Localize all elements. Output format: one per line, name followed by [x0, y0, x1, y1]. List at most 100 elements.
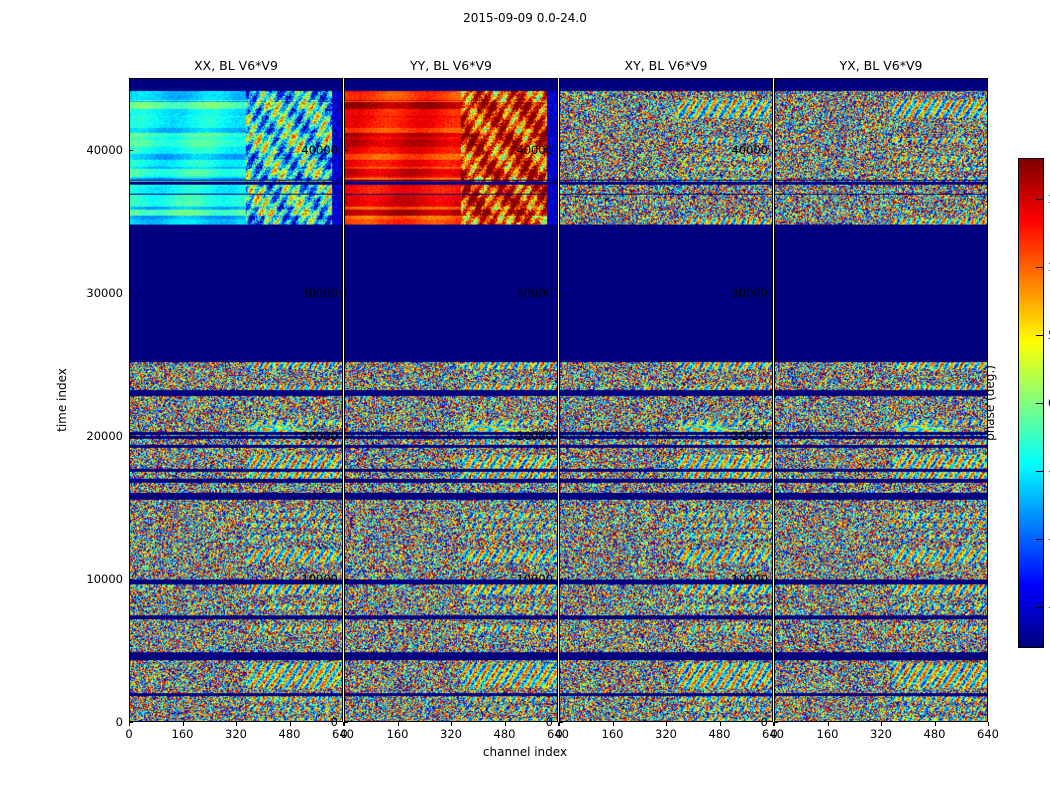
x-tick-label: 480	[923, 727, 946, 741]
x-tick-label: 320	[225, 727, 247, 741]
y-tick-mark	[129, 722, 133, 723]
heatmap-canvas-xy	[560, 79, 772, 721]
x-tick-label: 640	[977, 727, 999, 741]
y-tick-mark	[559, 149, 563, 151]
panel-xy[interactable]	[559, 78, 773, 722]
y-tick-label: 0	[115, 715, 123, 729]
y-tick-label: 10000	[516, 571, 553, 586]
x-tick-label: 640	[547, 727, 569, 741]
y-tick-label: 40000	[301, 142, 338, 157]
colorbar-tick-label: 50	[1048, 328, 1050, 342]
x-tick-label: 160	[386, 727, 409, 741]
y-tick-mark	[774, 722, 778, 723]
x-tick-mark	[612, 722, 614, 726]
colorbar-tick-mark	[1036, 539, 1044, 541]
panel-xx[interactable]	[129, 78, 343, 722]
x-tick-label: 640	[332, 727, 354, 741]
x-tick-mark	[504, 722, 506, 726]
y-tick-label: 40000	[86, 142, 123, 157]
x-tick-mark	[934, 722, 936, 726]
x-tick-label: 320	[870, 727, 892, 741]
x-tick-label: 0	[555, 727, 563, 741]
colorbar-tick-mark	[1036, 266, 1044, 268]
x-tick-mark	[397, 722, 399, 726]
y-tick-mark	[559, 722, 563, 723]
x-tick-label: 0	[340, 727, 348, 741]
x-tick-mark	[988, 722, 989, 726]
y-tick-label: 40000	[516, 142, 553, 157]
colorbar-label: phase (deg.)	[983, 365, 997, 441]
colorbar-tick-label: −100	[1048, 532, 1050, 546]
x-tick-mark	[129, 722, 130, 726]
colorbar-tick-mark	[1036, 198, 1044, 200]
x-tick-mark	[719, 722, 721, 726]
y-tick-label: 30000	[516, 285, 553, 300]
x-tick-label: 160	[601, 727, 624, 741]
y-tick-label: 20000	[731, 428, 768, 443]
y-tick-mark	[774, 292, 778, 294]
y-tick-mark	[129, 149, 133, 151]
y-tick-label: 10000	[86, 571, 123, 586]
y-tick-label: 0	[545, 715, 553, 729]
y-tick-mark	[129, 578, 133, 580]
y-tick-mark	[344, 292, 348, 294]
x-tick-mark	[558, 722, 559, 726]
colorbar-tick-mark	[1036, 607, 1044, 609]
x-tick-label: 640	[762, 727, 784, 741]
x-tick-mark	[182, 722, 184, 726]
y-tick-mark	[774, 435, 778, 437]
x-axis-label: channel index	[482, 745, 568, 759]
y-tick-label: 30000	[86, 285, 123, 300]
y-tick-mark	[129, 435, 133, 437]
y-tick-label: 0	[760, 715, 768, 729]
x-tick-mark	[774, 722, 775, 726]
y-tick-label: 20000	[301, 428, 338, 443]
y-tick-label: 10000	[731, 571, 768, 586]
y-tick-mark	[559, 292, 563, 294]
heatmap-canvas-yy	[345, 79, 557, 721]
panel-yy[interactable]	[344, 78, 558, 722]
colorbar-tick-label: 0	[1048, 396, 1050, 410]
y-tick-mark	[344, 722, 348, 723]
panel-yx[interactable]	[774, 78, 988, 722]
x-tick-label: 0	[770, 727, 778, 741]
y-tick-mark	[344, 149, 348, 151]
x-tick-label: 160	[816, 727, 839, 741]
x-tick-mark	[666, 722, 667, 726]
y-tick-mark	[344, 578, 348, 580]
panel-title-xy: XY, BL V6*V9	[624, 58, 708, 73]
x-tick-mark	[344, 722, 345, 726]
x-tick-mark	[827, 722, 829, 726]
heatmap-canvas-yx	[775, 79, 987, 721]
x-tick-mark	[881, 722, 882, 726]
x-tick-mark	[451, 722, 452, 726]
figure-suptitle: 2015-09-09 0.0-24.0	[463, 11, 587, 25]
y-tick-mark	[129, 292, 133, 294]
y-tick-mark	[344, 435, 348, 437]
y-tick-label: 20000	[86, 428, 123, 443]
y-tick-mark	[559, 435, 563, 437]
colorbar-tick-mark	[1036, 334, 1044, 336]
y-tick-label: 10000	[301, 571, 338, 586]
heatmap-canvas-xx	[130, 79, 342, 721]
y-tick-label: 0	[330, 715, 338, 729]
x-tick-label: 480	[278, 727, 301, 741]
y-tick-label: 30000	[301, 285, 338, 300]
panel-title-yy: YY, BL V6*V9	[410, 58, 492, 73]
y-tick-mark	[774, 578, 778, 580]
colorbar-tick-label: 100	[1048, 260, 1050, 274]
x-tick-label: 320	[655, 727, 677, 741]
x-tick-label: 320	[440, 727, 462, 741]
x-tick-mark	[559, 722, 560, 726]
colorbar-tick-mark	[1036, 471, 1044, 473]
colorbar-tick-label: −50	[1048, 464, 1050, 478]
x-tick-label: 160	[171, 727, 194, 741]
x-tick-label: 480	[493, 727, 516, 741]
x-tick-mark	[289, 722, 291, 726]
y-axis-label: time index	[55, 368, 69, 432]
x-tick-mark	[343, 722, 344, 726]
y-tick-label: 20000	[516, 428, 553, 443]
x-tick-label: 480	[708, 727, 731, 741]
x-tick-mark	[773, 722, 774, 726]
